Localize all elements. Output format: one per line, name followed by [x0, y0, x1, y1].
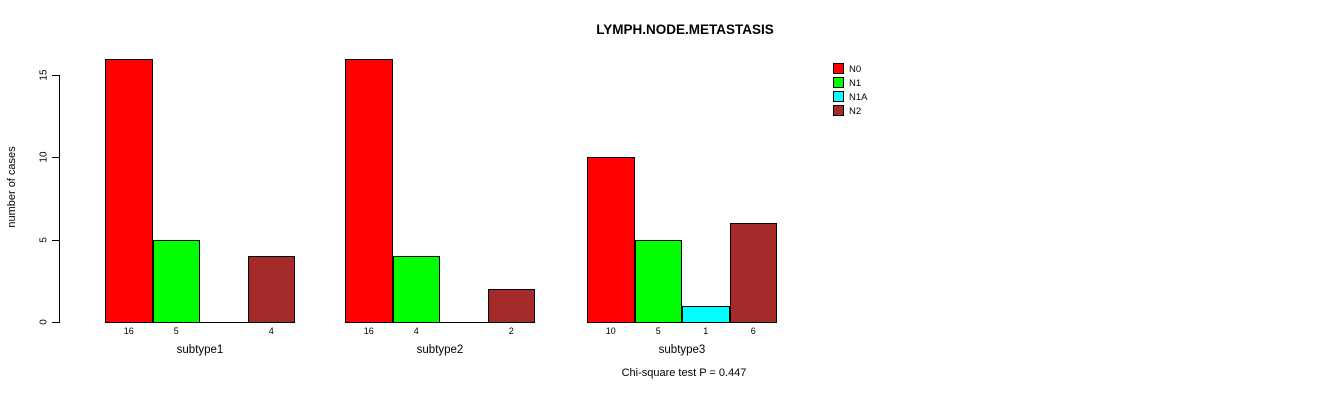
x-axis-category-label: subtype2	[416, 344, 464, 356]
bar-subtype3-N1A	[682, 305, 730, 323]
legend-swatch-N1	[833, 77, 844, 88]
bar-value-label: 4	[413, 326, 419, 336]
chi-square-annotation: Chi-square test P = 0.447	[621, 367, 747, 379]
bar-subtype3-N2	[729, 223, 777, 323]
bar-subtype3-N0	[587, 157, 635, 323]
bar-value-label: 1	[703, 326, 709, 336]
y-axis-line	[59, 75, 60, 323]
bar-value-label: 16	[123, 326, 134, 336]
legend-label: N1	[849, 78, 862, 89]
y-axis-tick	[52, 239, 59, 241]
bar-subtype2-N0	[345, 58, 393, 323]
legend-label: N1A	[849, 92, 868, 103]
bar-value-label: 5	[655, 326, 661, 336]
bar-subtype1-N0	[105, 58, 153, 323]
bar-value-label: 5	[173, 326, 179, 336]
y-axis-tick-label: 5	[38, 236, 50, 243]
y-axis-tick	[52, 322, 59, 323]
legend-swatch-N1A	[833, 91, 844, 102]
bar-subtype3-N1	[634, 239, 682, 323]
y-axis-tick	[52, 157, 59, 159]
bar-subtype2-N1	[392, 256, 440, 323]
y-axis-tick	[52, 75, 59, 76]
bar-subtype2-N2	[487, 289, 535, 323]
bar-value-label: 10	[605, 326, 616, 336]
bar-subtype1-N2	[247, 256, 295, 323]
bar-subtype1-N1	[152, 239, 200, 323]
bar-value-label: 4	[268, 326, 274, 336]
legend-label: N0	[849, 64, 862, 75]
y-axis-tick-label: 10	[38, 151, 50, 163]
bar-subtype2-N1A-zero	[440, 322, 489, 323]
chart-title: LYMPH.NODE.METASTASIS	[596, 22, 774, 37]
bar-value-label: 2	[508, 326, 514, 336]
bar-value-label: 6	[750, 326, 756, 336]
legend-swatch-N0	[833, 63, 844, 74]
bar-subtype1-N1A-zero	[200, 322, 249, 323]
y-axis-tick-label: 15	[38, 69, 50, 81]
y-axis-title: number of cases	[6, 146, 18, 228]
y-axis-tick-label: 0	[38, 319, 50, 325]
x-axis-category-label: subtype1	[176, 344, 224, 356]
legend-swatch-N2	[833, 105, 844, 116]
x-axis-category-label: subtype3	[658, 344, 706, 356]
legend-label: N2	[849, 106, 862, 117]
bar-value-label: 16	[363, 326, 374, 336]
